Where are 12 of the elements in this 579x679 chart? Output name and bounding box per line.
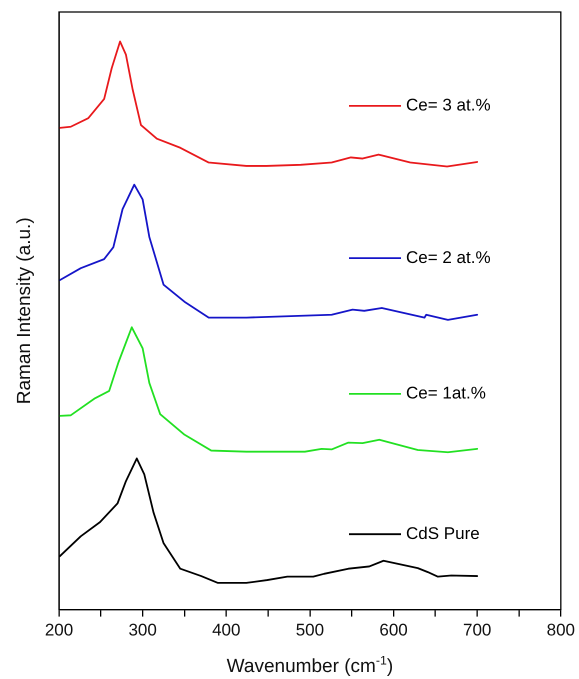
- legend-label: CdS Pure: [406, 524, 480, 543]
- x-tick-label: 400: [212, 620, 240, 640]
- legend-label: Ce= 1at.%: [406, 384, 486, 403]
- y-axis-title: Raman Intensity (a.u.): [14, 217, 35, 404]
- x-tick-label: 500: [296, 620, 324, 640]
- x-tick-label: 300: [128, 620, 157, 640]
- x-tick-label: 800: [546, 620, 576, 640]
- legend-label: Ce= 2 at.%: [406, 248, 491, 267]
- x-tick-label: 200: [44, 620, 74, 640]
- legend-label: Ce= 3 at.%: [406, 96, 491, 115]
- x-tick-label: 700: [462, 620, 492, 640]
- x-tick-label: 600: [379, 620, 408, 640]
